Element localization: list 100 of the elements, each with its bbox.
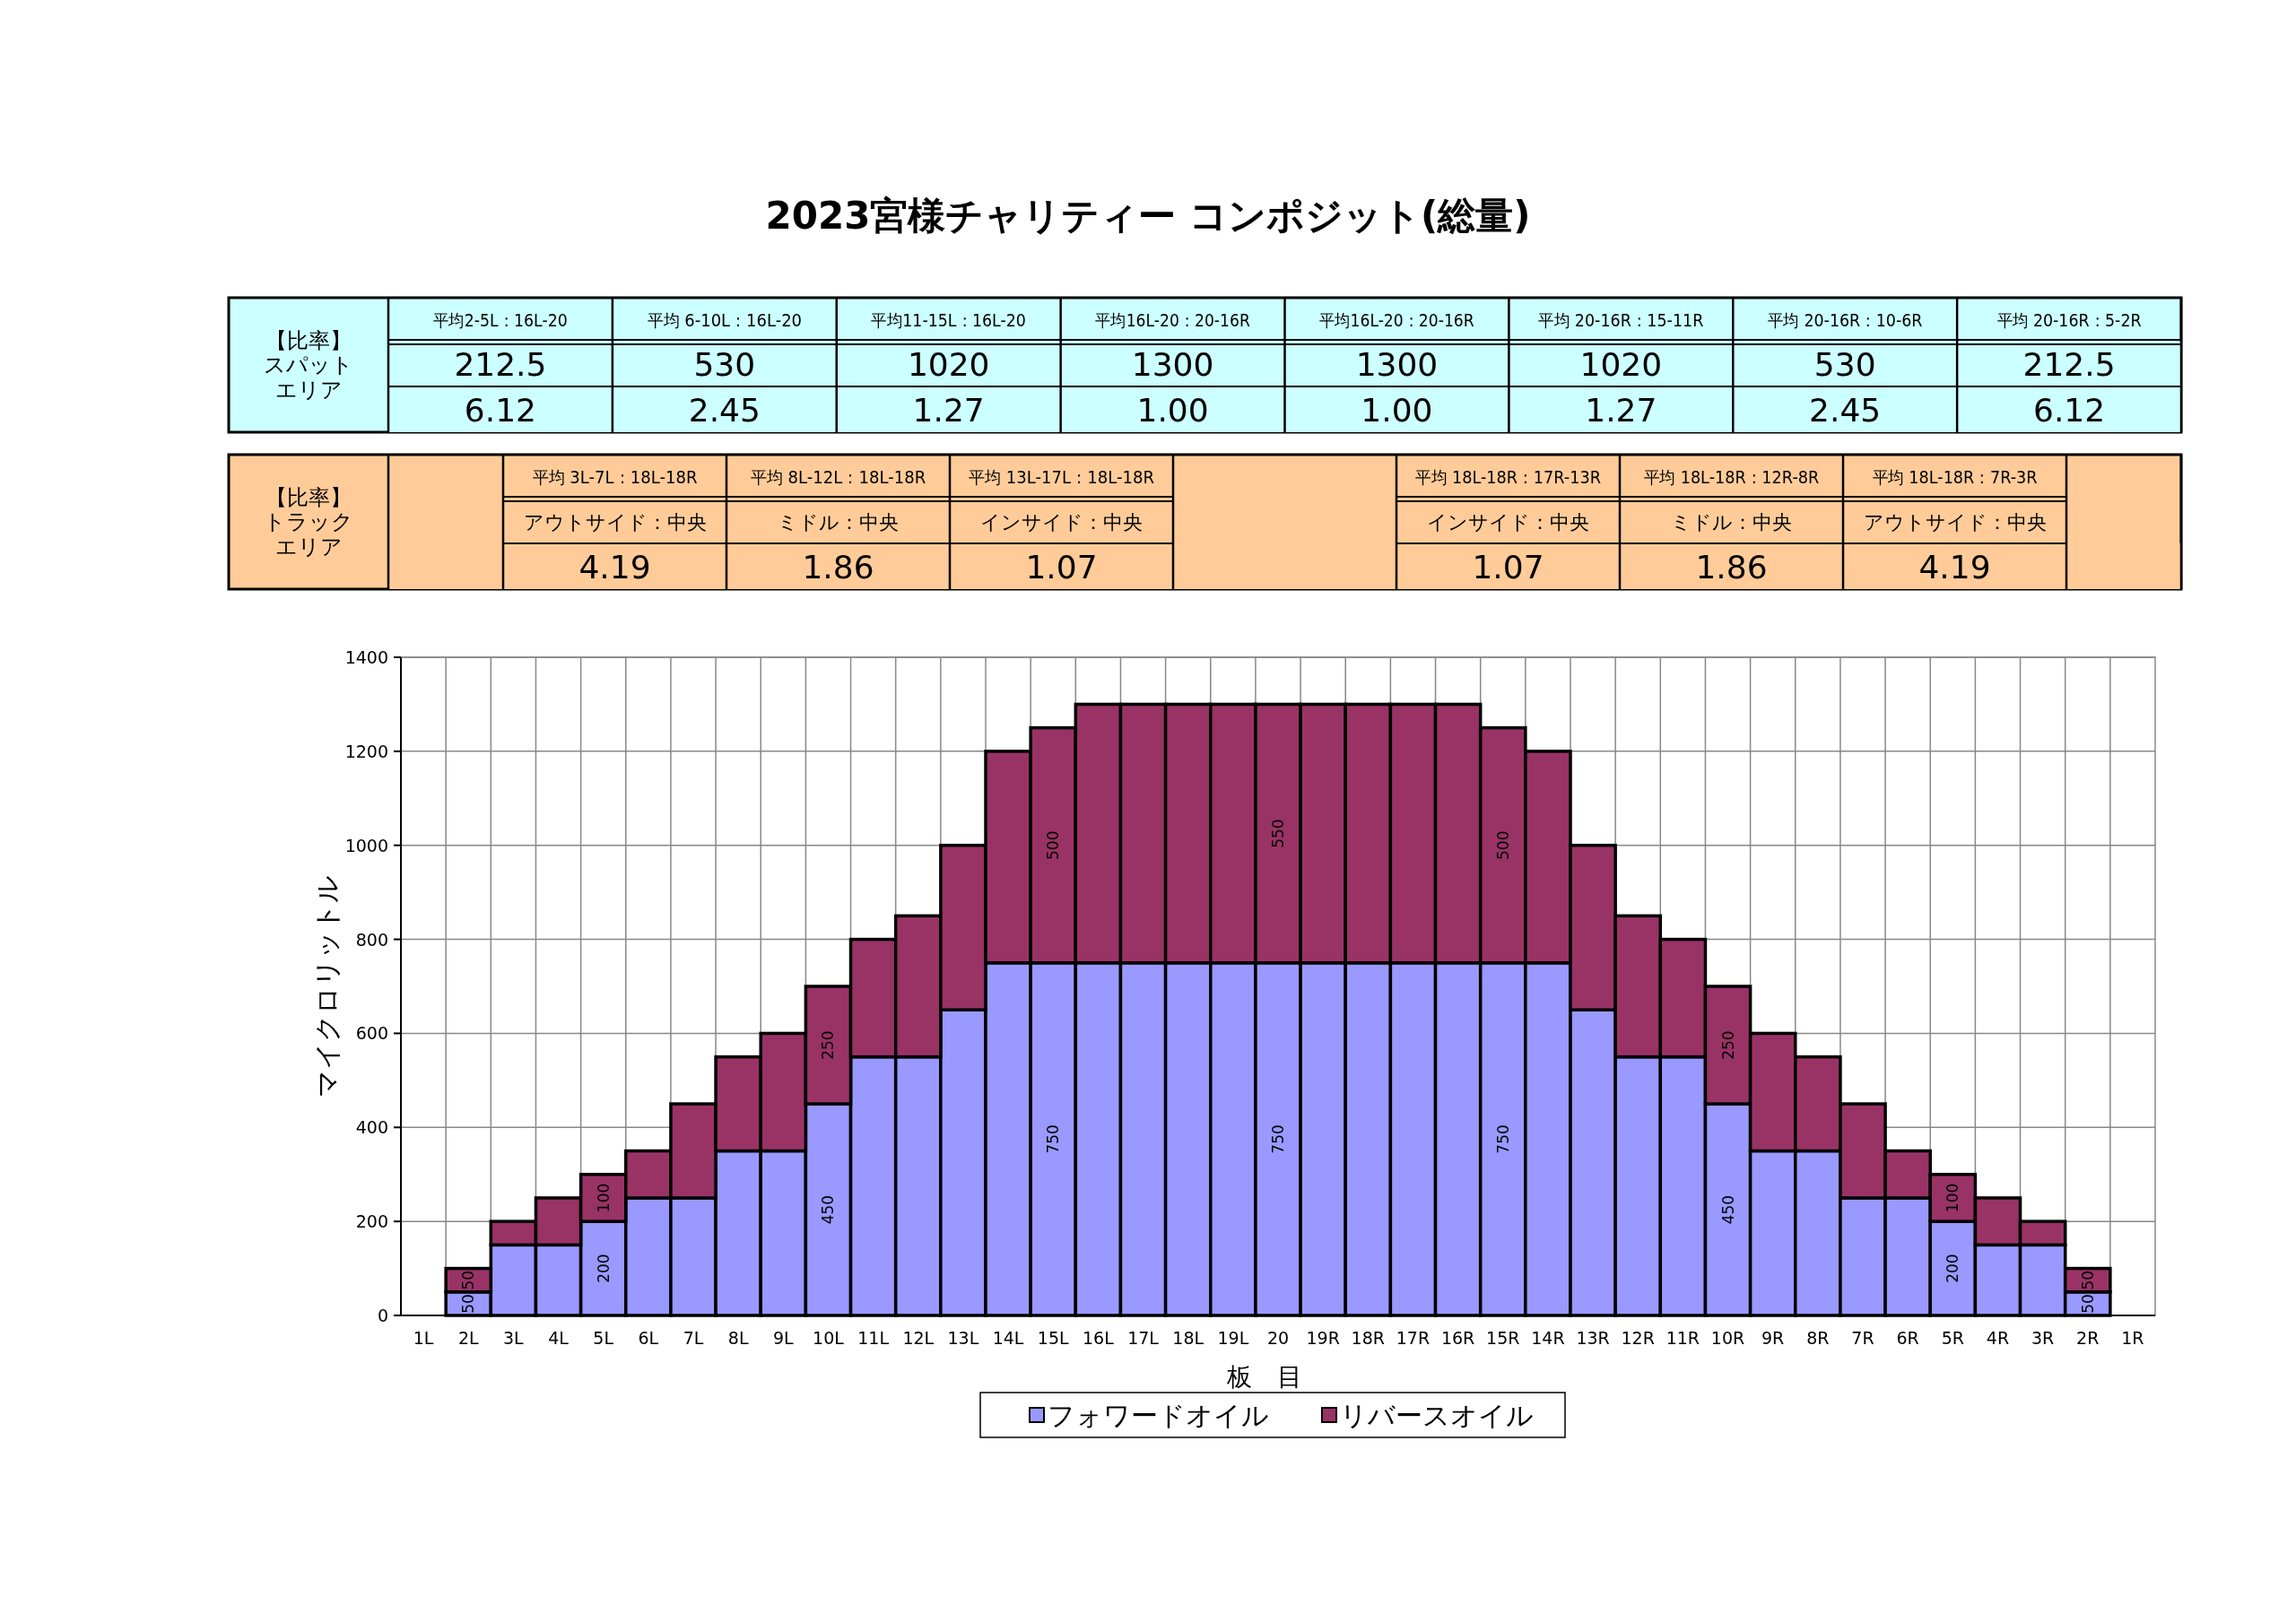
category-label: 平均 18L-18R：17R-13R <box>1415 466 1615 487</box>
data-label: 100 <box>594 1183 613 1213</box>
legend-label: フォワードオイル <box>1048 1400 1269 1431</box>
x-tick-label: 4L <box>548 1328 570 1348</box>
text: インサイド：中央 <box>1427 511 1589 534</box>
y-tick-label: 600 <box>355 1023 388 1044</box>
category-label: 平均 20-16R：15-11R <box>1538 309 1718 330</box>
category-label: 平均2-5L：16L-20 <box>433 309 581 330</box>
x-tick-label: 18R <box>1351 1328 1385 1348</box>
x-tick-label: 17L <box>1127 1328 1160 1348</box>
x-tick-label: 7R <box>1851 1328 1874 1348</box>
data-label: 2.45 <box>1809 391 1882 429</box>
y-axis-title: マイクロリットル <box>311 875 343 1098</box>
x-tick-label: 11R <box>1665 1328 1700 1348</box>
category-label: 平均16L-20：20-16R <box>1095 309 1267 330</box>
data-label: 212.5 <box>2022 346 2116 383</box>
x-tick-label: 12R <box>1621 1328 1655 1348</box>
x-tick-label: 1L <box>413 1328 434 1348</box>
data-label: 250 <box>1718 1030 1737 1060</box>
data-label: 1.27 <box>912 391 985 429</box>
data-label: 6.12 <box>464 391 537 429</box>
data-label: 50 <box>2078 1270 2097 1290</box>
x-tick-label: 13L <box>947 1328 979 1348</box>
category-label: 平均 18L-18R：12R-8R <box>1643 466 1833 487</box>
row-label: 【比率】 <box>265 327 352 353</box>
data-label: 6.12 <box>2032 391 2106 429</box>
data-label: 750 <box>1044 1124 1063 1154</box>
x-tick-label: 16R <box>1440 1328 1475 1348</box>
title: 2023宮様チャリティー コンポジット(総量) <box>765 194 1531 238</box>
x-tick-label: 10L <box>813 1328 845 1348</box>
category-label: 平均 3L-7L：18L-18R <box>532 466 707 487</box>
data-label: 1.00 <box>1361 391 1433 429</box>
x-tick-label: 7L <box>683 1328 704 1348</box>
data-label: 1.27 <box>1585 391 1657 429</box>
row-label: 【比率】 <box>265 484 352 510</box>
data-label: 1.07 <box>1472 548 1544 586</box>
x-tick-label: 15L <box>1037 1328 1070 1348</box>
category-label: 平均 18L-18R：7R-3R <box>1872 466 2050 487</box>
x-tick-label: 19R <box>1306 1328 1340 1348</box>
data-label: 500 <box>1493 830 1512 860</box>
category-label: 平均 6-10L：16L-20 <box>647 309 811 330</box>
category-label: 平均16L-20：20-16R <box>1319 309 1492 330</box>
x-tick-label: 9L <box>772 1328 795 1348</box>
data-label: 1300 <box>1355 346 1439 383</box>
x-tick-label: 2R <box>2076 1328 2100 1348</box>
y-tick-label: 1000 <box>344 835 388 855</box>
text: ミドル：中央 <box>778 511 899 534</box>
category-label: 平均 20-16R：5-2R <box>1996 309 2155 330</box>
x-tick-label: 12L <box>902 1328 935 1348</box>
data-label: 250 <box>819 1030 838 1060</box>
x-tick-label: 16L <box>1083 1328 1115 1348</box>
data-label: 530 <box>1813 346 1876 383</box>
y-tick-label: 400 <box>355 1117 388 1138</box>
data-label: 1300 <box>1131 346 1214 383</box>
data-label: 200 <box>594 1254 613 1283</box>
data-label: 200 <box>1944 1254 1962 1283</box>
x-tick-label: 10R <box>1710 1328 1745 1348</box>
data-label: 100 <box>1944 1183 1962 1213</box>
y-tick-label: 800 <box>355 929 388 950</box>
data-label: 4.19 <box>578 548 651 586</box>
row-label: スパット <box>264 352 353 378</box>
data-label: 1.00 <box>1136 391 1209 429</box>
data-label: 750 <box>1269 1124 1287 1154</box>
category-label: 平均 8L-12L：18L-18R <box>750 466 935 487</box>
data-label: 530 <box>693 346 756 383</box>
text: インサイド：中央 <box>980 511 1143 534</box>
x-tick-label: 3R <box>2031 1328 2055 1348</box>
x-tick-label: 5R <box>1941 1328 1964 1348</box>
data-label: 450 <box>1718 1194 1737 1225</box>
data-label: 50 <box>459 1270 478 1290</box>
data-label: 500 <box>1044 830 1063 860</box>
x-tick-label: 8R <box>1806 1328 1830 1348</box>
x-tick-label: 17R <box>1396 1328 1431 1348</box>
row-label: エリア <box>274 534 343 560</box>
data-label: 4.19 <box>1918 548 1991 586</box>
x-tick-label: 6R <box>1896 1328 1919 1348</box>
x-tick-label: 9R <box>1761 1328 1785 1348</box>
category-label: 平均11-15L：16L-20 <box>871 309 1040 330</box>
x-tick-label: 6L <box>638 1328 659 1348</box>
y-tick-label: 0 <box>377 1306 388 1325</box>
x-tick-label: 15R <box>1486 1328 1520 1348</box>
x-tick-label: 13R <box>1576 1328 1610 1348</box>
data-label: 1020 <box>1579 346 1663 383</box>
data-label: 1020 <box>907 346 990 383</box>
legend-label: リバースオイル <box>1340 1400 1534 1431</box>
x-axis-title: 板 目 <box>1226 1362 1302 1392</box>
data-label: 550 <box>1269 819 1287 848</box>
text: ミドル：中央 <box>1671 511 1792 534</box>
row-label: エリア <box>274 378 343 403</box>
x-tick-label: 18L <box>1172 1328 1205 1348</box>
x-tick-label: 11L <box>857 1328 890 1348</box>
x-tick-label: 14L <box>992 1328 1024 1348</box>
category-label: 平均 20-16R：10-6R <box>1767 309 1936 330</box>
row-label: トラック <box>264 509 353 535</box>
data-label: 50 <box>2078 1294 2097 1314</box>
data-label: 750 <box>1493 1124 1512 1154</box>
x-tick-label: 5L <box>593 1328 614 1348</box>
x-tick-label: 20 <box>1266 1328 1290 1348</box>
y-tick-label: 200 <box>355 1211 388 1232</box>
x-tick-label: 19L <box>1217 1328 1249 1348</box>
